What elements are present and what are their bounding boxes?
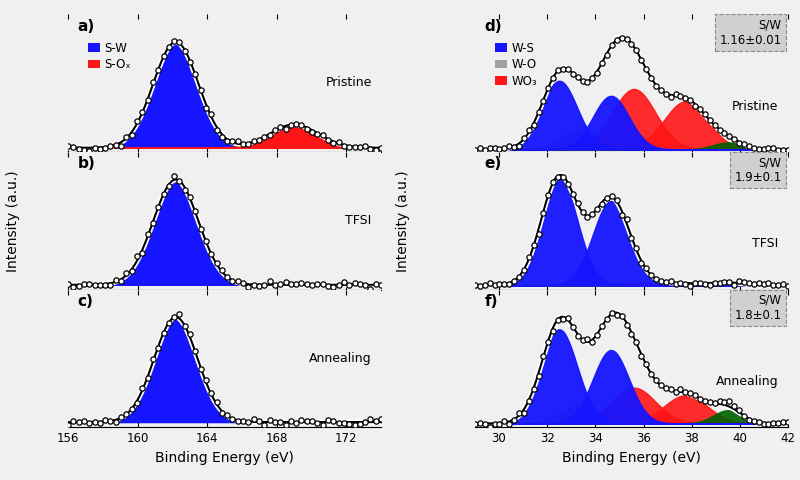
Text: Annealing: Annealing [716, 375, 778, 388]
X-axis label: Binding Energy (eV): Binding Energy (eV) [155, 451, 294, 465]
Text: e): e) [484, 156, 502, 171]
Text: b): b) [78, 156, 95, 171]
Legend: W-S, W-O, WO₃: W-S, W-O, WO₃ [490, 37, 542, 92]
Text: Intensity (a.u.): Intensity (a.u.) [6, 170, 21, 272]
Legend: S-W, S-Oₓ: S-W, S-Oₓ [83, 37, 136, 76]
Text: Pristine: Pristine [326, 76, 372, 89]
Text: a): a) [78, 19, 94, 34]
Text: S/W
1.9±0.1: S/W 1.9±0.1 [734, 156, 782, 184]
Text: S/W
1.8±0.1: S/W 1.8±0.1 [734, 294, 782, 322]
Text: d): d) [484, 19, 502, 34]
Text: Pristine: Pristine [732, 100, 778, 113]
Text: Intensity (a.u.): Intensity (a.u.) [396, 170, 410, 272]
Text: c): c) [78, 294, 94, 309]
X-axis label: Binding Energy (eV): Binding Energy (eV) [562, 451, 701, 465]
Text: TFSI: TFSI [752, 237, 778, 250]
Text: Annealing: Annealing [309, 351, 372, 364]
Text: S/W
1.16±0.01: S/W 1.16±0.01 [720, 19, 782, 47]
Text: f): f) [484, 294, 498, 309]
Text: TFSI: TFSI [346, 214, 372, 227]
